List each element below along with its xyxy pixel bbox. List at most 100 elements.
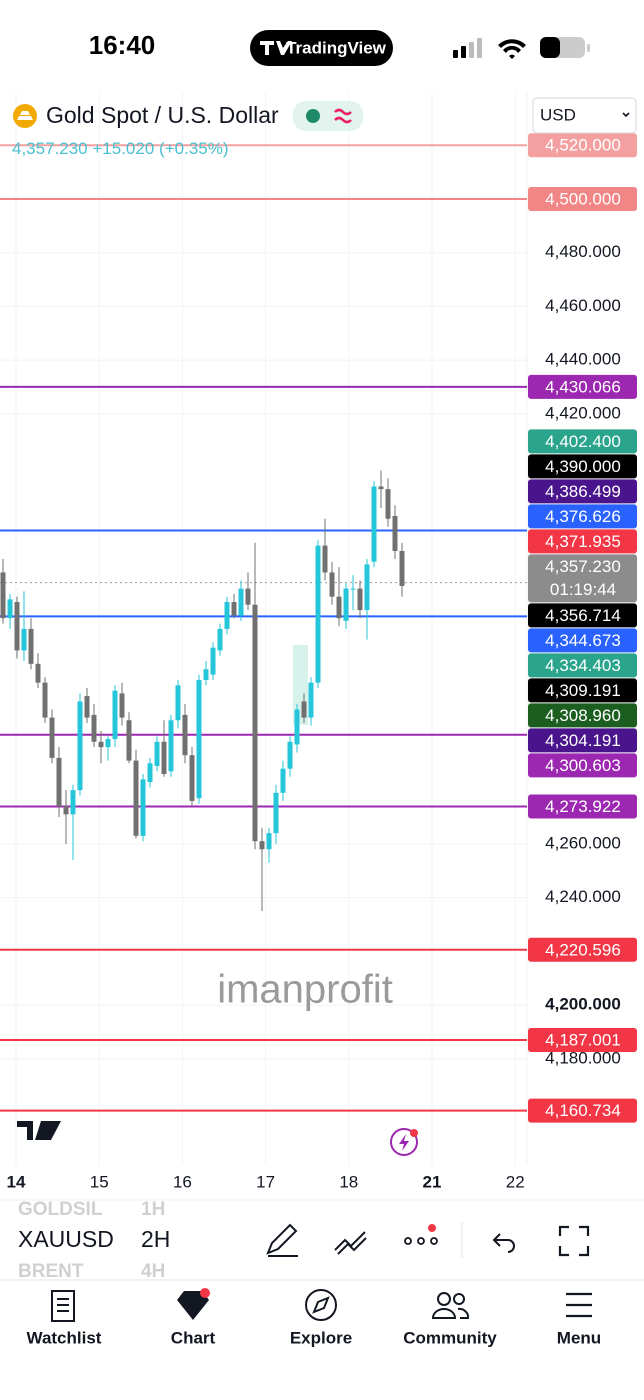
app-pill [250, 30, 393, 66]
interval-option[interactable]: 1H [141, 1199, 165, 1220]
candle-body [49, 717, 55, 758]
candle-body [63, 806, 69, 815]
price-tick-label: 4,440.000 [545, 350, 621, 369]
wifi-icon [498, 39, 526, 59]
candle-body [350, 588, 356, 590]
alert-icon[interactable] [390, 1128, 418, 1156]
price-label-box [528, 554, 637, 603]
candle-body [161, 741, 167, 775]
candle-body [238, 588, 244, 616]
date-label: 16 [173, 1172, 192, 1191]
candle-body [287, 741, 293, 769]
price-tick-label: 4,200.000 [545, 995, 621, 1014]
price-label: 4,308.960 [545, 706, 621, 725]
fullscreen-button[interactable] [558, 1225, 590, 1257]
market-open-dot [306, 109, 320, 123]
candle-body [294, 709, 300, 745]
candle-body [98, 741, 104, 748]
candle-body [378, 486, 384, 490]
signal-icon [453, 38, 482, 58]
candle-body [77, 701, 83, 791]
tab-label[interactable]: Watchlist [27, 1328, 102, 1347]
price-label: 4,309.191 [545, 681, 621, 700]
price-label-box [528, 653, 637, 678]
interval-option[interactable]: 4H [141, 1261, 165, 1282]
price-label-box [528, 1098, 637, 1123]
date-label: 21 [423, 1172, 442, 1191]
symbol-option[interactable]: XAUUSD [18, 1226, 114, 1252]
tab-label[interactable]: Chart [171, 1328, 216, 1347]
tab-label[interactable]: Explore [290, 1328, 352, 1347]
candle-body [56, 757, 62, 807]
candle-body [91, 714, 97, 742]
undo-button[interactable] [492, 1233, 515, 1253]
price-tick-label: 4,480.000 [545, 242, 621, 261]
app-name: TradingView [286, 38, 387, 57]
candle-body [343, 588, 349, 621]
candle-body [245, 588, 251, 605]
date-label: 18 [339, 1172, 358, 1191]
candle-body [392, 516, 398, 551]
price-label: 4,334.403 [545, 656, 621, 675]
tv-logo [17, 1121, 61, 1140]
currency-select[interactable] [532, 97, 637, 134]
price-label: 4,344.673 [545, 631, 621, 650]
candle-body [119, 693, 125, 718]
price-label-box [528, 1028, 637, 1053]
candle-body [0, 572, 6, 619]
candle-body [189, 755, 195, 801]
community-icon [431, 1292, 470, 1319]
change-percent: (+0.35%) [159, 139, 228, 158]
currency-chevron [622, 112, 630, 118]
candle-body [84, 696, 90, 718]
candle-body [182, 714, 188, 756]
candle-body [301, 701, 307, 718]
candle-body [357, 588, 363, 611]
price-tick-label: 4,240.000 [545, 887, 621, 906]
tab-label[interactable]: Menu [557, 1328, 601, 1347]
price-label-box [528, 603, 637, 628]
delay-icon [334, 108, 352, 124]
price-label-box [528, 794, 637, 819]
trend-tool[interactable] [334, 1231, 367, 1255]
price-label: 4,500.000 [545, 189, 621, 208]
date-label: 22 [506, 1172, 525, 1191]
alert-bolt [399, 1134, 409, 1151]
interval-option[interactable]: 2H [141, 1226, 170, 1252]
candle-body [140, 779, 146, 836]
date-label: 15 [90, 1172, 109, 1191]
price-label: 4,386.499 [545, 482, 621, 501]
price-label: 4,304.191 [545, 731, 621, 750]
price-label-box [528, 133, 637, 158]
price-tick-label: 4,460.000 [545, 296, 621, 315]
countdown: 01:19:44 [550, 580, 616, 599]
symbol-option[interactable]: GOLDSIL [18, 1199, 103, 1220]
candle-body [105, 739, 111, 748]
menu-icon [566, 1292, 592, 1318]
chart-badge [200, 1288, 210, 1298]
price-label-box [528, 703, 637, 728]
price-label-box [528, 529, 637, 554]
tab-label[interactable]: Community [403, 1328, 497, 1347]
status-time: 16:40 [89, 30, 156, 60]
drawing-tool[interactable] [266, 1223, 298, 1257]
price-label-box [528, 186, 637, 211]
more-tools[interactable] [404, 1224, 438, 1245]
symbol-option[interactable]: BRENT [18, 1261, 84, 1282]
gold-icon-bars [17, 111, 33, 120]
price-label: 4,402.400 [545, 432, 621, 451]
price-label: 4,220.596 [545, 940, 621, 959]
chart[interactable]: 4,480.000 4,460.000 4,440.000 4,420.000 4,26… [0, 92, 637, 1165]
candle-body [196, 679, 202, 799]
candle-body [28, 628, 34, 664]
symbol-name: Gold Spot / U.S. Dollar [46, 102, 279, 128]
candle-body [329, 572, 335, 597]
price-label: 4,300.603 [545, 756, 621, 775]
candle-body [147, 763, 153, 783]
candle-body [112, 690, 118, 740]
price-label: 4,273.922 [545, 797, 621, 816]
status-pill[interactable] [293, 101, 363, 131]
battery-icon [540, 37, 590, 58]
candle-body [210, 647, 216, 675]
price-label-box [528, 504, 637, 529]
